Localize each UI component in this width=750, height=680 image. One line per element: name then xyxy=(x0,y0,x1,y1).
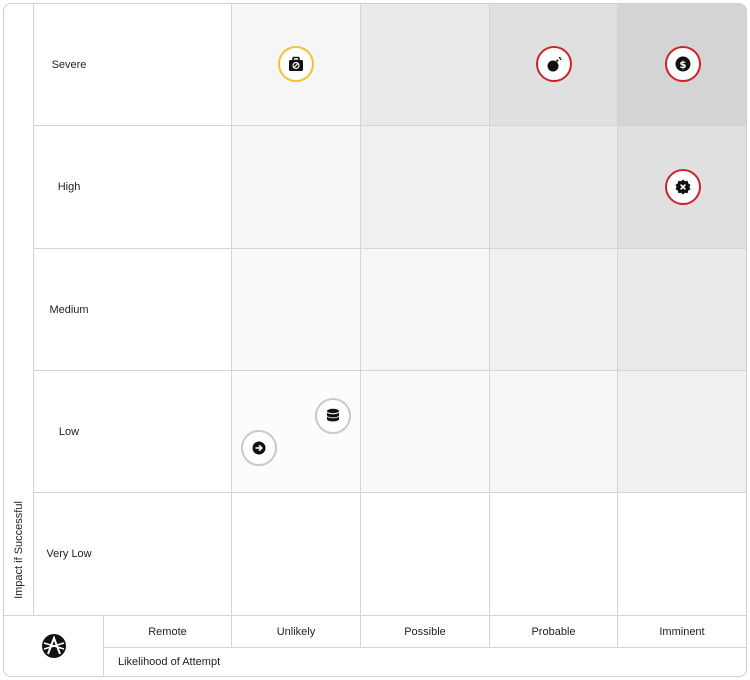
column-label-unlikely: Unlikely xyxy=(276,626,316,638)
column-label-possible: Possible xyxy=(404,626,446,638)
matrix-cell xyxy=(618,493,746,615)
x-axis-title: Likelihood of Attempt xyxy=(118,656,221,668)
dollar-coin-icon: $ xyxy=(675,56,691,72)
database-icon xyxy=(327,408,339,422)
brand-logo-icon xyxy=(40,632,68,660)
grid-line xyxy=(103,647,746,648)
matrix-cell xyxy=(490,493,617,615)
grid-line xyxy=(33,370,746,371)
grid-line xyxy=(4,615,746,616)
row-label-low: Low xyxy=(34,371,104,492)
svg-text:$: $ xyxy=(680,60,687,71)
matrix-cell xyxy=(361,249,489,370)
column-label-imminent: Imminent xyxy=(659,626,705,638)
grid-line xyxy=(33,492,746,493)
matrix-cell xyxy=(618,249,746,370)
risk-marker-badge[interactable] xyxy=(665,169,701,205)
y-axis-title-text: Impact if Successful xyxy=(13,501,25,599)
matrix-cell xyxy=(104,126,231,248)
sign-in-icon xyxy=(252,441,266,455)
row-label-severe: Severe xyxy=(34,4,104,125)
matrix-cell xyxy=(490,371,617,492)
risk-marker-dollar[interactable]: $ xyxy=(665,46,701,82)
y-axis-title: Impact if Successful xyxy=(4,4,34,616)
grid-line xyxy=(617,4,618,648)
row-label-medium: Medium xyxy=(34,249,104,370)
risk-marker-briefcase[interactable] xyxy=(278,46,314,82)
grid-line xyxy=(360,4,361,648)
column-label-remote: Remote xyxy=(148,626,187,638)
bomb-icon xyxy=(547,57,562,72)
badge-x-icon xyxy=(675,179,691,195)
matrix-cell xyxy=(104,4,231,125)
matrix-cell xyxy=(361,126,489,248)
matrix-cell xyxy=(490,249,617,370)
row-label-high: High xyxy=(34,126,104,248)
matrix-cell xyxy=(361,371,489,492)
row-label-very-low: Very Low xyxy=(34,493,104,615)
matrix-cell xyxy=(490,126,617,248)
matrix-cell xyxy=(104,249,231,370)
matrix-cell xyxy=(361,4,489,125)
matrix-cell xyxy=(232,126,360,248)
risk-marker-database[interactable] xyxy=(315,398,351,434)
risk-matrix: Impact if Successful Severe High Medium … xyxy=(3,3,747,677)
column-label-probable: Probable xyxy=(531,626,576,638)
matrix-cell xyxy=(618,371,746,492)
matrix-cell xyxy=(104,371,231,492)
risk-marker-sign-in[interactable] xyxy=(241,430,277,466)
briefcase-blocked-icon xyxy=(289,56,303,71)
matrix-cell xyxy=(104,493,231,615)
matrix-cell xyxy=(361,493,489,615)
grid-line xyxy=(33,248,746,249)
grid-line xyxy=(33,125,746,126)
matrix-cell xyxy=(232,493,360,615)
matrix-cell xyxy=(232,249,360,370)
risk-marker-bomb[interactable] xyxy=(536,46,572,82)
grid-line xyxy=(489,4,490,648)
grid-line xyxy=(231,4,232,648)
grid-line xyxy=(33,4,34,616)
